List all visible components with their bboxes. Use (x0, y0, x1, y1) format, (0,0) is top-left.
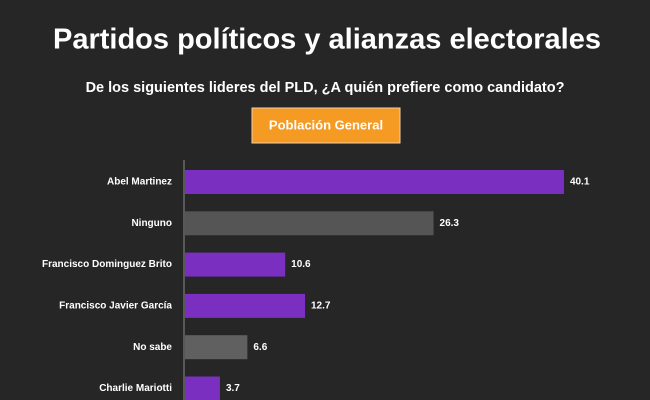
bar (185, 170, 564, 194)
bar (185, 335, 248, 360)
category-label: Francisco Javier García (59, 301, 172, 312)
chart-subtitle: De los siguientes lideres del PLD, ¿A qu… (86, 80, 565, 96)
bar (185, 252, 286, 277)
value-label: 10.6 (291, 259, 311, 270)
category-label: Charlie Mariotti (99, 383, 172, 394)
bar (185, 211, 434, 236)
value-label: 6.6 (253, 342, 267, 353)
bar (185, 376, 220, 400)
value-label: 3.7 (226, 383, 240, 394)
badge-box (251, 107, 401, 144)
category-label: Ninguno (131, 218, 172, 229)
category-label: Abel Martinez (107, 177, 172, 188)
category-label: Francisco Dominguez Brito (42, 259, 172, 270)
value-label: 26.3 (440, 218, 460, 229)
category-label: No sabe (133, 342, 172, 353)
badge-label: Población General (269, 117, 383, 132)
chart-title: Partidos políticos y alianzas electorale… (53, 24, 601, 56)
value-label: 12.7 (311, 301, 331, 312)
bar (185, 293, 306, 318)
value-label: 40.1 (570, 177, 590, 188)
